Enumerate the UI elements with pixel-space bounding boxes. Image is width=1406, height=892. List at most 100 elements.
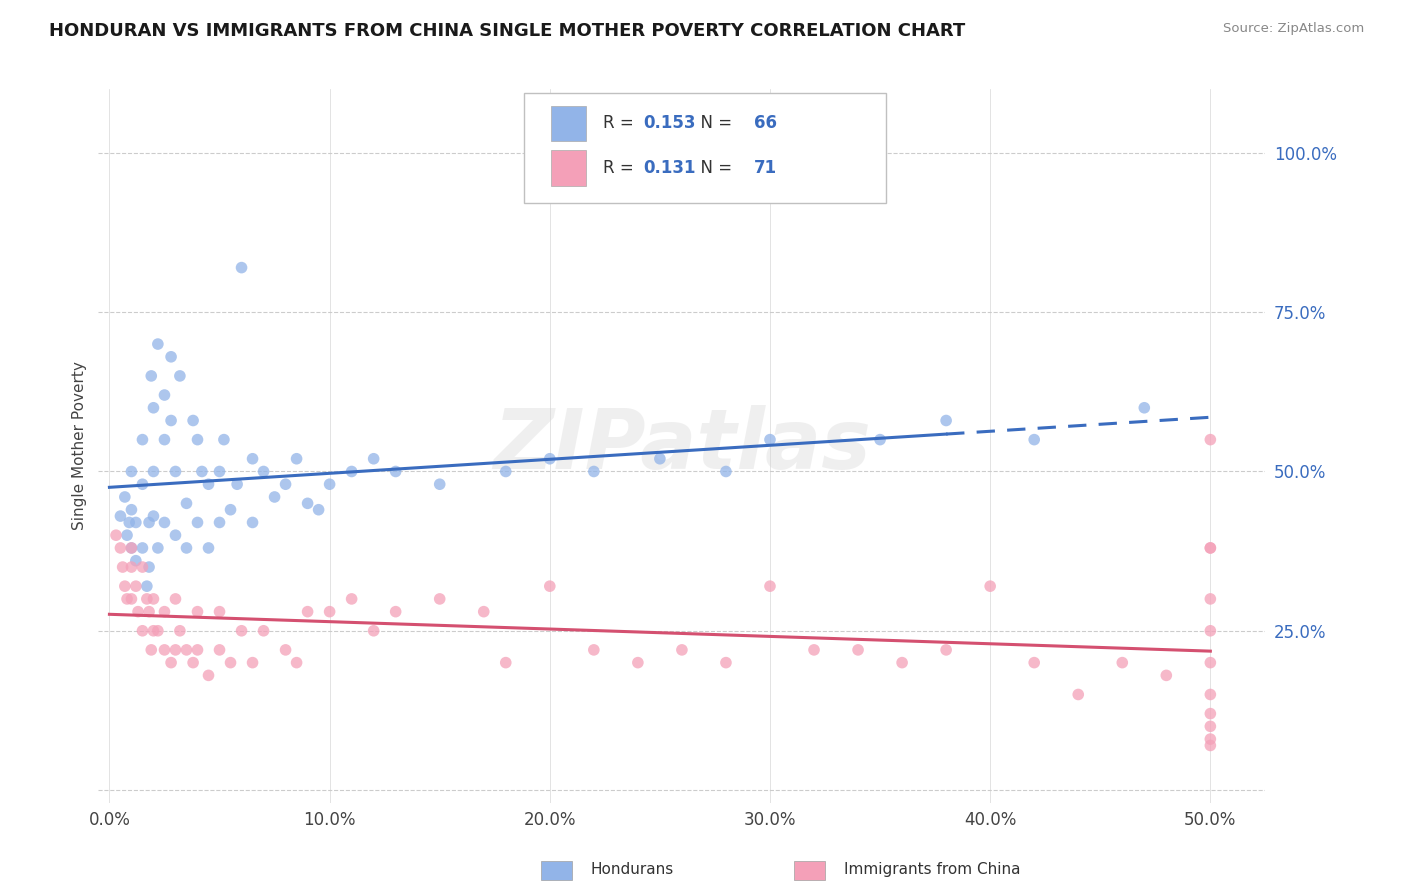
Text: 0.131: 0.131	[644, 159, 696, 177]
Point	[186, 433, 208, 447]
Point	[110, 541, 132, 555]
Point	[153, 643, 176, 657]
Point	[714, 465, 737, 479]
Point	[160, 413, 183, 427]
Point	[135, 591, 157, 606]
Point	[363, 451, 385, 466]
Point	[125, 579, 148, 593]
Point	[538, 579, 561, 593]
Point	[120, 591, 142, 606]
Point	[169, 368, 191, 383]
Point	[891, 656, 914, 670]
Point	[935, 413, 957, 427]
Point	[582, 643, 605, 657]
Text: R =: R =	[603, 159, 638, 177]
Point	[1199, 719, 1222, 733]
FancyBboxPatch shape	[551, 150, 586, 186]
Point	[1156, 668, 1178, 682]
Point	[135, 579, 157, 593]
Point	[1199, 591, 1222, 606]
Point	[297, 605, 319, 619]
Point	[1199, 656, 1222, 670]
Point	[1067, 688, 1090, 702]
Point	[1199, 541, 1222, 555]
Point	[142, 591, 165, 606]
Point	[142, 624, 165, 638]
Point	[671, 643, 693, 657]
Point	[160, 350, 183, 364]
Point	[110, 509, 132, 524]
Point	[138, 605, 160, 619]
Point	[191, 465, 214, 479]
Point	[153, 388, 176, 402]
Point	[340, 591, 363, 606]
Point	[169, 624, 191, 638]
Point	[495, 656, 517, 670]
Point	[538, 451, 561, 466]
Point	[979, 579, 1001, 593]
Point	[274, 643, 297, 657]
Text: HONDURAN VS IMMIGRANTS FROM CHINA SINGLE MOTHER POVERTY CORRELATION CHART: HONDURAN VS IMMIGRANTS FROM CHINA SINGLE…	[49, 22, 966, 40]
Point	[120, 502, 142, 516]
Point	[186, 605, 208, 619]
Point	[138, 516, 160, 530]
Point	[160, 656, 183, 670]
Point	[146, 624, 169, 638]
Point	[627, 656, 650, 670]
Point	[1024, 656, 1046, 670]
Point	[165, 465, 187, 479]
Point	[803, 643, 825, 657]
Point	[231, 624, 253, 638]
Point	[219, 656, 242, 670]
Text: 66: 66	[754, 114, 778, 132]
Point	[714, 656, 737, 670]
Point	[165, 528, 187, 542]
Point	[131, 477, 153, 491]
Point	[208, 643, 231, 657]
Point	[197, 668, 219, 682]
Point	[165, 591, 187, 606]
Point	[120, 541, 142, 555]
Point	[146, 337, 169, 351]
Point	[176, 496, 198, 510]
Point	[1199, 541, 1222, 555]
Point	[131, 541, 153, 555]
Point	[285, 656, 308, 670]
Point	[384, 465, 406, 479]
Point	[138, 560, 160, 574]
Point	[869, 433, 891, 447]
Point	[252, 465, 274, 479]
Point	[1199, 433, 1222, 447]
Point	[131, 560, 153, 574]
Point	[1024, 433, 1046, 447]
Point	[176, 541, 198, 555]
Point	[1133, 401, 1156, 415]
Point	[384, 605, 406, 619]
Point	[1199, 732, 1222, 747]
Point	[472, 605, 495, 619]
Point	[125, 554, 148, 568]
Point	[197, 477, 219, 491]
Point	[115, 591, 138, 606]
Point	[274, 477, 297, 491]
Point	[120, 465, 142, 479]
Point	[1111, 656, 1133, 670]
Point	[759, 579, 782, 593]
Point	[1199, 706, 1222, 721]
Text: N =: N =	[690, 114, 738, 132]
Point	[582, 465, 605, 479]
Point	[176, 643, 198, 657]
Point	[142, 509, 165, 524]
Point	[118, 516, 141, 530]
Text: N =: N =	[690, 159, 738, 177]
Point	[648, 451, 671, 466]
Point	[127, 605, 149, 619]
Point	[111, 560, 134, 574]
Point	[759, 433, 782, 447]
Point	[340, 465, 363, 479]
Point	[252, 624, 274, 638]
Point	[114, 579, 136, 593]
Point	[181, 656, 204, 670]
Point	[363, 624, 385, 638]
Point	[142, 465, 165, 479]
